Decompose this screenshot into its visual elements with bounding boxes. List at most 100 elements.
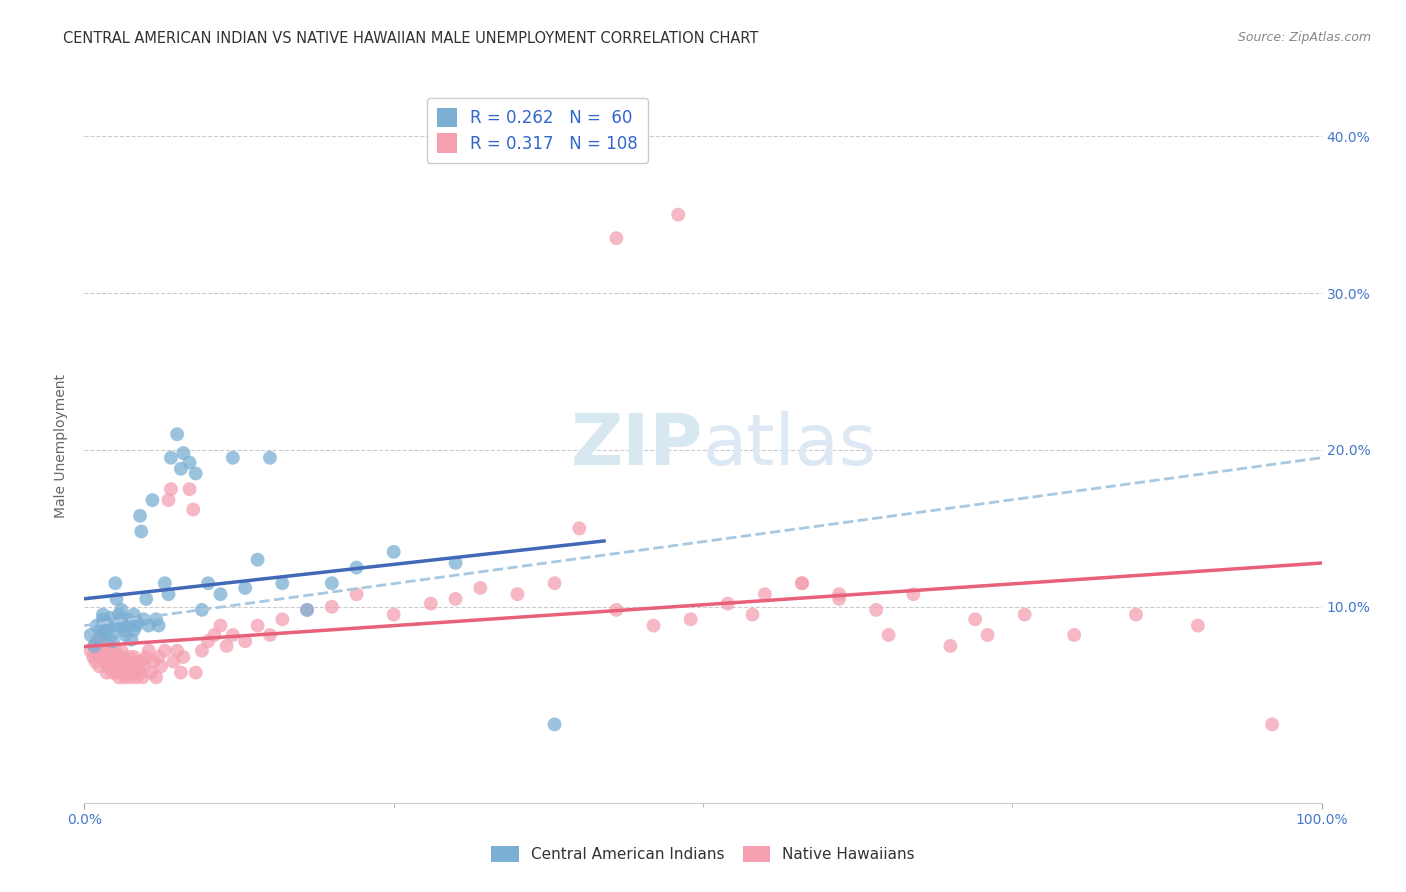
- Point: [150, 659, 173, 673]
- Point: [104, 659, 127, 673]
- Point: [148, 649, 170, 664]
- Point: [160, 482, 183, 496]
- Point: [754, 587, 776, 601]
- Point: [110, 643, 132, 657]
- Point: [666, 208, 689, 222]
- Point: [120, 659, 142, 673]
- Point: [98, 611, 121, 625]
- Point: [215, 639, 238, 653]
- Point: [790, 576, 813, 591]
- Point: [104, 643, 127, 657]
- Text: Source: ZipAtlas.com: Source: ZipAtlas.com: [1237, 31, 1371, 45]
- Point: [191, 643, 214, 657]
- Point: [129, 508, 152, 523]
- Point: [346, 560, 368, 574]
- Point: [184, 665, 207, 680]
- Point: [382, 607, 405, 622]
- Point: [259, 450, 281, 465]
- Point: [828, 587, 851, 601]
- Point: [132, 612, 155, 626]
- Point: [91, 612, 114, 626]
- Point: [160, 450, 183, 465]
- Point: [122, 624, 145, 638]
- Point: [89, 643, 111, 657]
- Point: [170, 461, 193, 475]
- Point: [271, 576, 294, 591]
- Point: [444, 591, 467, 606]
- Point: [94, 643, 117, 657]
- Point: [271, 612, 294, 626]
- Point: [295, 603, 318, 617]
- Point: [246, 618, 269, 632]
- Point: [209, 618, 232, 632]
- Point: [643, 618, 665, 632]
- Point: [84, 655, 107, 669]
- Point: [83, 639, 105, 653]
- Point: [222, 450, 245, 465]
- Point: [122, 607, 145, 622]
- Point: [108, 618, 131, 632]
- Point: [444, 556, 467, 570]
- Point: [865, 603, 887, 617]
- Point: [976, 628, 998, 642]
- Point: [828, 591, 851, 606]
- Point: [741, 607, 763, 622]
- Point: [79, 628, 101, 642]
- Point: [1014, 607, 1036, 622]
- Point: [129, 655, 152, 669]
- Point: [141, 665, 163, 680]
- Point: [132, 659, 155, 673]
- Point: [86, 618, 108, 632]
- Point: [98, 639, 121, 653]
- Point: [965, 612, 987, 626]
- Point: [115, 655, 138, 669]
- Point: [96, 665, 118, 680]
- Point: [110, 603, 132, 617]
- Point: [98, 620, 121, 634]
- Point: [101, 665, 124, 680]
- Point: [110, 649, 132, 664]
- Point: [145, 670, 167, 684]
- Point: [222, 628, 245, 642]
- Point: [506, 587, 529, 601]
- Point: [105, 665, 128, 680]
- Legend: Central American Indians, Native Hawaiians: Central American Indians, Native Hawaiia…: [485, 840, 921, 868]
- Point: [110, 659, 132, 673]
- Point: [148, 618, 170, 632]
- Point: [233, 581, 256, 595]
- Point: [91, 639, 114, 653]
- Point: [157, 493, 180, 508]
- Point: [103, 649, 125, 664]
- Point: [543, 576, 565, 591]
- Point: [112, 659, 135, 673]
- Point: [91, 607, 114, 622]
- Point: [86, 634, 108, 648]
- Point: [181, 502, 204, 516]
- Point: [118, 618, 141, 632]
- Point: [127, 615, 149, 630]
- Legend: R = 0.262   N =  60, R = 0.317   N = 108: R = 0.262 N = 60, R = 0.317 N = 108: [427, 97, 648, 162]
- Point: [114, 670, 136, 684]
- Point: [295, 603, 318, 617]
- Text: CENTRAL AMERICAN INDIAN VS NATIVE HAWAIIAN MALE UNEMPLOYMENT CORRELATION CHART: CENTRAL AMERICAN INDIAN VS NATIVE HAWAII…: [63, 31, 759, 46]
- Point: [125, 670, 148, 684]
- Point: [118, 649, 141, 664]
- Point: [605, 231, 627, 245]
- Point: [100, 628, 122, 642]
- Point: [127, 655, 149, 669]
- Point: [1125, 607, 1147, 622]
- Point: [128, 663, 150, 677]
- Point: [101, 634, 124, 648]
- Point: [114, 628, 136, 642]
- Point: [877, 628, 900, 642]
- Point: [202, 628, 225, 642]
- Point: [142, 655, 165, 669]
- Point: [145, 612, 167, 626]
- Point: [138, 618, 160, 632]
- Point: [97, 659, 120, 673]
- Point: [120, 632, 142, 647]
- Point: [138, 643, 160, 657]
- Point: [382, 545, 405, 559]
- Point: [157, 587, 180, 601]
- Point: [86, 647, 108, 661]
